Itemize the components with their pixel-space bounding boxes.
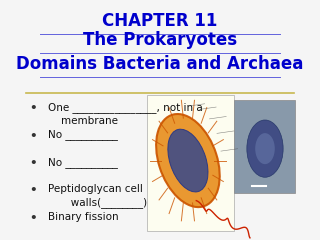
Text: No __________: No __________ — [48, 157, 118, 168]
Text: •: • — [29, 212, 36, 225]
Ellipse shape — [247, 120, 283, 177]
Text: Peptidoglycan cell
       walls(________): Peptidoglycan cell walls(________) — [48, 184, 148, 208]
Text: •: • — [29, 184, 36, 198]
FancyBboxPatch shape — [148, 95, 234, 231]
Text: The Prokaryotes: The Prokaryotes — [83, 31, 237, 49]
Text: •: • — [29, 130, 36, 143]
Ellipse shape — [168, 129, 208, 192]
Ellipse shape — [255, 133, 275, 164]
Ellipse shape — [156, 114, 220, 207]
Text: Binary fission: Binary fission — [48, 212, 119, 222]
Text: One ________________, not in a
    membrane: One ________________, not in a membrane — [48, 102, 203, 126]
Text: •: • — [29, 157, 36, 170]
Text: Domains Bacteria and Archaea: Domains Bacteria and Archaea — [16, 55, 304, 73]
FancyBboxPatch shape — [234, 100, 295, 193]
Text: CHAPTER 11: CHAPTER 11 — [102, 12, 218, 30]
Text: No __________: No __________ — [48, 130, 118, 140]
Text: •: • — [29, 102, 36, 115]
